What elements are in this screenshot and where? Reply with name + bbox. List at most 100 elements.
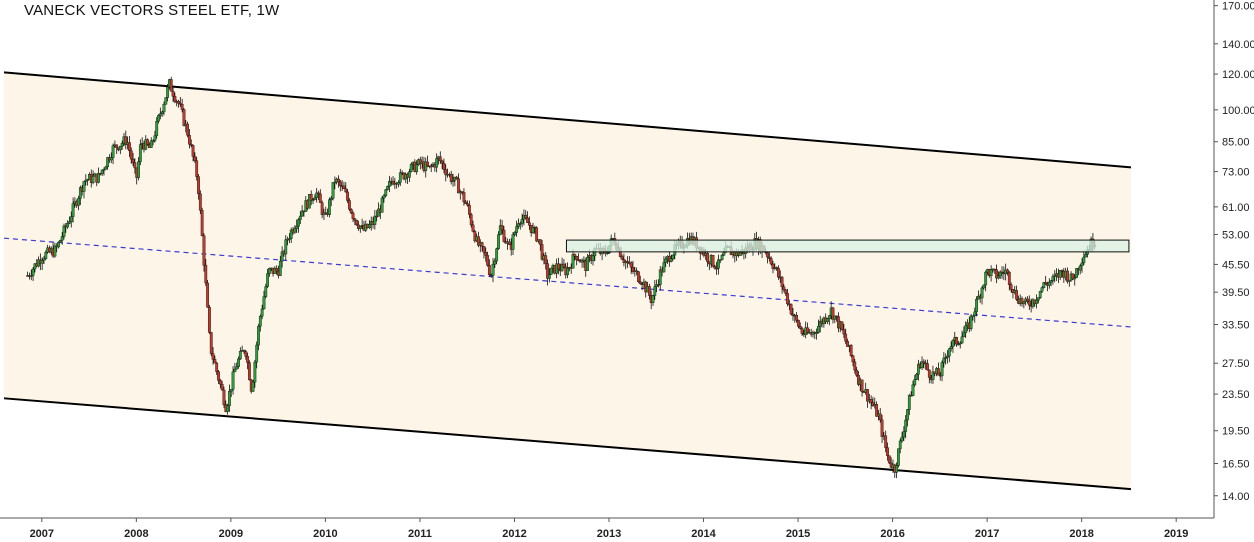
candle-body bbox=[775, 267, 779, 269]
candle bbox=[669, 254, 673, 263]
candle-body bbox=[960, 336, 964, 344]
candle-body bbox=[766, 252, 769, 258]
candle-body bbox=[900, 436, 904, 442]
candle bbox=[984, 270, 988, 292]
candle bbox=[467, 200, 471, 219]
candle bbox=[78, 185, 82, 206]
x-tick-label: 2016 bbox=[880, 528, 904, 540]
candle-body bbox=[955, 337, 958, 345]
candle-body bbox=[562, 263, 566, 268]
candle bbox=[53, 242, 57, 258]
candle bbox=[791, 308, 795, 321]
candle-body bbox=[826, 318, 829, 322]
candle bbox=[195, 156, 199, 181]
candle-body bbox=[657, 284, 660, 286]
candles-layer bbox=[26, 76, 1097, 479]
candle bbox=[164, 97, 168, 105]
candle bbox=[398, 168, 402, 186]
candle-body bbox=[480, 242, 484, 247]
candle-body bbox=[962, 332, 966, 338]
candle-body bbox=[875, 404, 878, 417]
candle bbox=[173, 92, 177, 104]
candle-body bbox=[495, 248, 499, 262]
candle bbox=[767, 252, 771, 262]
candle-body bbox=[211, 353, 215, 360]
candle bbox=[129, 147, 133, 164]
candle bbox=[84, 174, 88, 186]
candle bbox=[211, 347, 215, 365]
candle bbox=[973, 307, 977, 323]
candle bbox=[1075, 268, 1078, 278]
candle bbox=[1042, 281, 1046, 289]
y-tick-label: 23.50 bbox=[1222, 389, 1250, 401]
candle-body bbox=[526, 217, 529, 223]
x-tick-label: 2007 bbox=[30, 528, 54, 540]
candle-body bbox=[260, 308, 264, 317]
candle-body bbox=[706, 252, 709, 262]
candle-body bbox=[906, 409, 909, 421]
candle-body bbox=[120, 143, 124, 147]
candle-body bbox=[449, 173, 453, 182]
candle-body bbox=[717, 259, 720, 269]
candle-body bbox=[575, 256, 579, 260]
candle-body bbox=[651, 295, 655, 303]
candle bbox=[346, 188, 349, 204]
candle-body bbox=[520, 218, 524, 224]
candle bbox=[146, 138, 150, 146]
candle-body bbox=[497, 234, 500, 249]
candle-body bbox=[44, 252, 48, 259]
candle bbox=[278, 255, 282, 277]
y-tick-label: 140.00 bbox=[1222, 39, 1254, 51]
candle bbox=[382, 193, 386, 203]
candle bbox=[1044, 275, 1048, 285]
candle-body bbox=[208, 307, 211, 333]
candle-body bbox=[964, 325, 968, 333]
candle bbox=[293, 225, 297, 234]
candle-body bbox=[300, 210, 304, 217]
candle bbox=[166, 83, 170, 102]
candle-body bbox=[102, 169, 106, 171]
candle bbox=[235, 362, 239, 370]
candle-body bbox=[880, 419, 884, 437]
candle bbox=[497, 231, 500, 251]
candle bbox=[1082, 250, 1086, 266]
candle bbox=[204, 258, 208, 287]
candle bbox=[288, 233, 291, 244]
candle bbox=[946, 350, 949, 364]
candle-body bbox=[349, 209, 353, 214]
candle-body bbox=[531, 227, 535, 233]
candle-body bbox=[42, 258, 46, 261]
y-tick-label: 14.00 bbox=[1222, 491, 1250, 503]
candle bbox=[531, 222, 535, 234]
candle-body bbox=[591, 255, 595, 261]
candle bbox=[40, 257, 44, 271]
candle bbox=[926, 359, 929, 371]
candle bbox=[769, 256, 773, 266]
candle bbox=[1026, 296, 1029, 304]
candle-body bbox=[91, 176, 95, 183]
candle-body bbox=[771, 263, 775, 269]
candle bbox=[880, 414, 884, 443]
candle-body bbox=[202, 235, 206, 266]
candle-body bbox=[233, 368, 237, 373]
candle bbox=[518, 221, 522, 230]
candle-body bbox=[137, 161, 140, 178]
candle bbox=[898, 438, 902, 454]
candle bbox=[328, 197, 331, 218]
candle-body bbox=[253, 361, 257, 383]
candle bbox=[962, 326, 966, 338]
candle bbox=[477, 231, 480, 248]
candle bbox=[218, 378, 222, 389]
candle bbox=[827, 314, 831, 326]
candle-body bbox=[380, 197, 384, 213]
candle-body bbox=[204, 264, 208, 284]
candle bbox=[904, 415, 908, 439]
candle-body bbox=[297, 219, 300, 227]
x-tick-label: 2014 bbox=[691, 528, 716, 540]
candle-body bbox=[473, 231, 477, 242]
candle bbox=[295, 219, 299, 234]
candle-body bbox=[311, 199, 315, 202]
candle-body bbox=[947, 348, 951, 357]
candle bbox=[153, 130, 157, 143]
